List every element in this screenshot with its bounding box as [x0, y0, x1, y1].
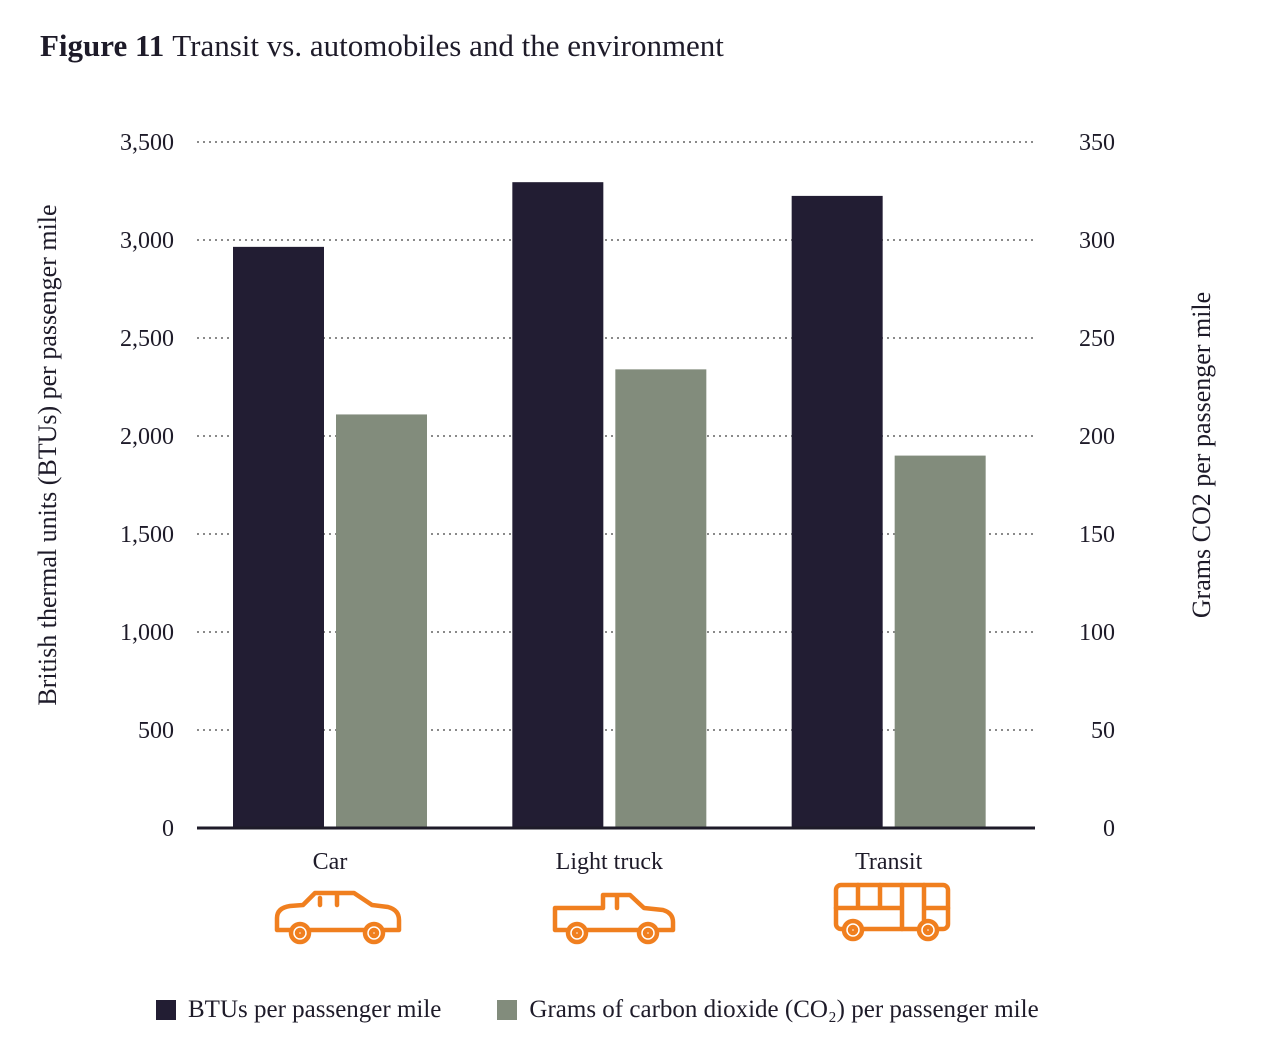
chart-title: Figure 11 Transit vs. automobiles and the… — [40, 26, 724, 66]
bar-btu-light-truck — [512, 182, 604, 828]
left-tick-label: 3,500 — [120, 130, 174, 156]
legend-swatch-co2 — [497, 1000, 518, 1020]
legend: BTUs per passenger mile Grams of carbon … — [156, 996, 1095, 1024]
right-tick-label: 150 — [1079, 522, 1115, 548]
figure-label: Figure 11 — [40, 28, 165, 63]
legend-swatch-btu — [156, 1000, 176, 1020]
left-tick-label: 1,500 — [120, 522, 174, 548]
legend-item-btu: BTUs per passenger mile — [156, 996, 441, 1024]
right-tick-label: 50 — [1091, 718, 1115, 744]
left-tick-label: 500 — [138, 718, 174, 744]
right-tick-label: 0 — [1103, 816, 1115, 842]
car-icon — [274, 890, 402, 945]
left-tick-label: 2,000 — [120, 424, 174, 450]
bus-icon — [833, 882, 951, 942]
category-labels: Car Light truck Transit — [313, 849, 923, 875]
left-tick-label: 0 — [162, 816, 174, 842]
category-label: Transit — [855, 849, 922, 875]
bar-co2-car — [336, 414, 427, 828]
right-tick-label: 100 — [1079, 620, 1115, 646]
tick-labels: 0 0 500 50 1,000 100 1,500 150 2,000 200 2,500 250 3… — [120, 130, 1115, 842]
legend-label-btu: BTUs per passenger mile — [188, 996, 442, 1023]
legend-label-co2: Grams of carbon dioxide (CO₂) per passen… — [529, 996, 1039, 1023]
right-tick-label: 200 — [1079, 424, 1115, 450]
left-tick-label: 1,000 — [120, 620, 174, 646]
bar-co2-light-truck — [615, 369, 707, 828]
right-tick-label: 350 — [1079, 130, 1115, 156]
right-tick-label: 300 — [1079, 228, 1115, 254]
bar-co2-transit — [894, 455, 986, 828]
bars — [233, 182, 986, 829]
legend-item-co2: Grams of carbon dioxide (CO₂) per passen… — [497, 996, 1039, 1024]
light-truck-icon — [552, 892, 676, 945]
left-axis-title: British thermal units (BTUs) per passeng… — [33, 204, 62, 705]
left-tick-label: 3,000 — [120, 228, 174, 254]
category-label: Light truck — [556, 849, 663, 875]
left-tick-label: 2,500 — [120, 326, 174, 352]
right-axis-title: Grams CO2 per passenger mile — [1187, 292, 1216, 618]
bar-btu-transit — [791, 195, 883, 828]
category-label: Car — [313, 849, 348, 875]
right-tick-label: 250 — [1079, 326, 1115, 352]
figure-title: Transit vs. automobiles and the environm… — [172, 28, 724, 63]
bar-btu-car — [233, 246, 324, 829]
